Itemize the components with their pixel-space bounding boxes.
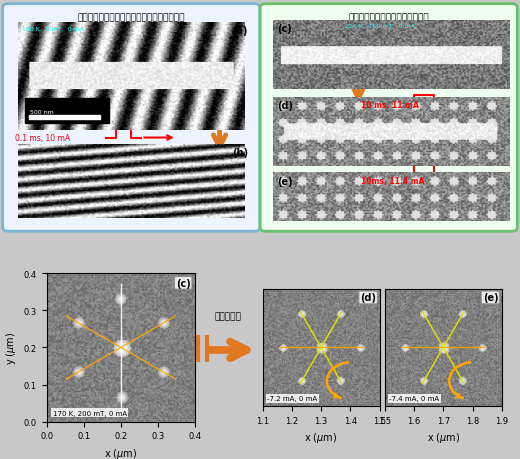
- Bar: [29, 115, 100, 119]
- Text: (d): (d): [277, 101, 293, 111]
- Text: 0.1 ms, 10 mA: 0.1 ms, 10 mA: [15, 134, 70, 143]
- Text: (a): (a): [232, 26, 248, 36]
- Text: 170 K, 200 mT, 0 mA: 170 K, 200 mT, 0 mA: [53, 410, 127, 416]
- Text: (b): (b): [232, 148, 249, 158]
- Text: (c): (c): [277, 24, 292, 34]
- Text: -7.2 mA, 0 mA: -7.2 mA, 0 mA: [267, 395, 317, 401]
- Text: 500 nm: 500 nm: [30, 110, 54, 115]
- X-axis label: x ($\mu$m): x ($\mu$m): [104, 446, 138, 459]
- Text: 電流パルス: 電流パルス: [214, 311, 241, 320]
- Text: 120 K,  0 mT,  0 mA: 120 K, 0 mT, 0 mA: [22, 26, 84, 31]
- X-axis label: x ($\mu$m): x ($\mu$m): [304, 430, 338, 444]
- Text: 電流誘起スキルミオン格子の生成: 電流誘起スキルミオン格子の生成: [348, 14, 429, 22]
- Text: (d): (d): [360, 293, 376, 303]
- Text: 10 ms, 11 mA: 10 ms, 11 mA: [360, 101, 419, 110]
- Text: 120 K,  160 mT,  0 mA: 120 K, 160 mT, 0 mA: [345, 24, 414, 29]
- Text: (e): (e): [483, 293, 498, 303]
- Y-axis label: y ($\mu$m): y ($\mu$m): [4, 331, 18, 364]
- X-axis label: x ($\mu$m): x ($\mu$m): [426, 430, 460, 444]
- Text: 電流パルスによるらせん伝播ベクトルの変化: 電流パルスによるらせん伝播ベクトルの変化: [77, 14, 185, 22]
- Text: (c): (c): [176, 278, 190, 288]
- FancyBboxPatch shape: [260, 5, 517, 232]
- Text: -7.4 mA, 0 mA: -7.4 mA, 0 mA: [389, 395, 439, 401]
- FancyBboxPatch shape: [3, 5, 260, 232]
- Bar: [25, 99, 110, 123]
- Text: (e): (e): [277, 176, 293, 186]
- Text: 10ms, 11.4 mA: 10ms, 11.4 mA: [360, 176, 424, 185]
